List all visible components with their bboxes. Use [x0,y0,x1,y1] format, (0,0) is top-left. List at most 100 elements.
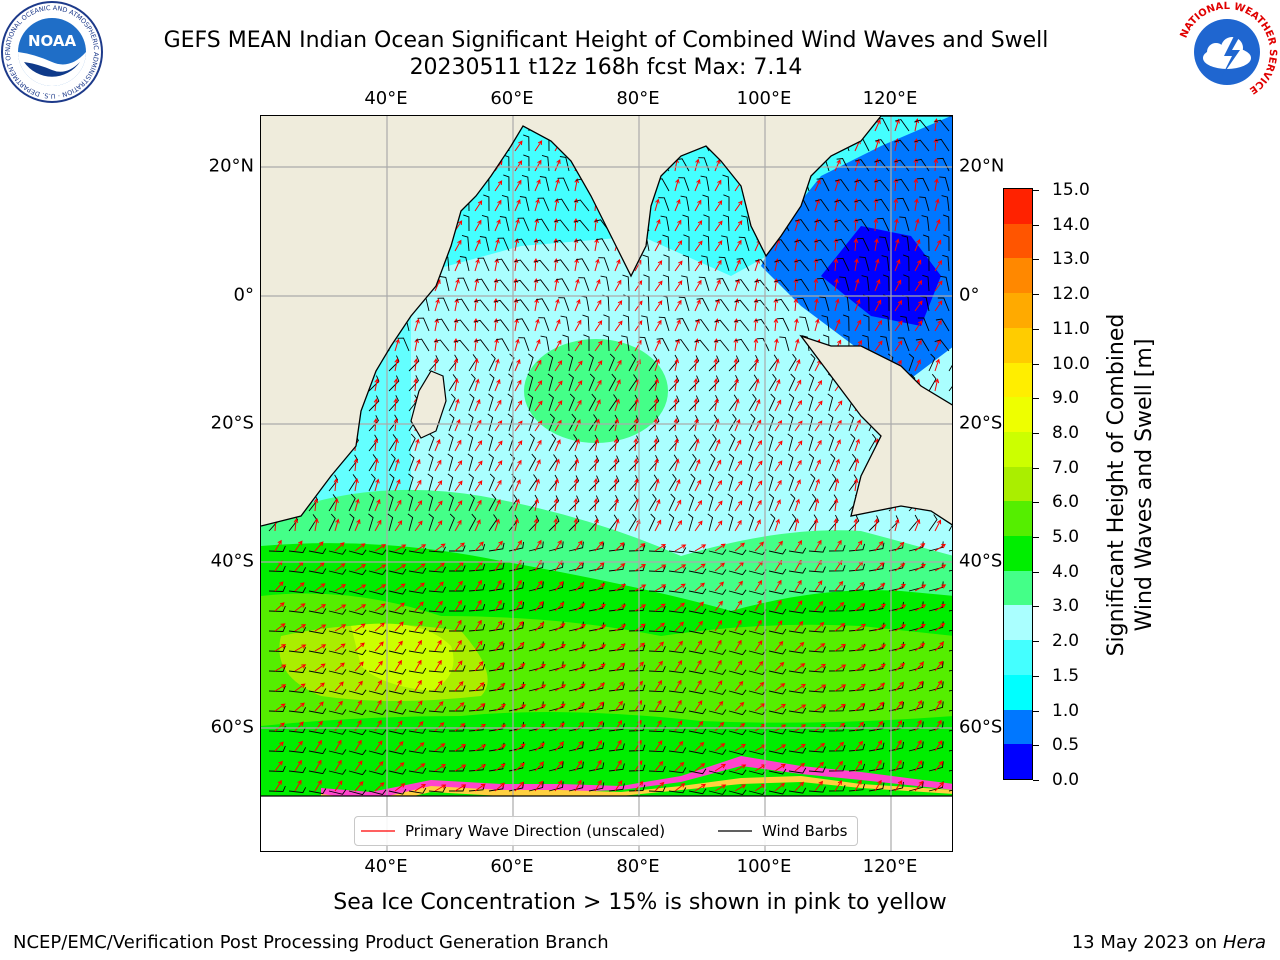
wave-direction-arrow [314,518,319,532]
wind-barb [788,667,807,674]
wave-direction-arrow [373,398,379,412]
wave-direction-arrow [534,539,542,552]
wave-direction-arrow [674,260,683,272]
wind-barb [475,278,490,292]
wave-direction-arrow [814,684,827,692]
wave-direction-arrow [894,320,903,332]
wave-direction-arrow [653,398,659,412]
wave-direction-arrow [294,582,305,592]
wave-direction-arrow [574,779,582,792]
wave-direction-arrow [754,419,762,432]
wind-barb [881,255,890,272]
wind-barb [868,542,885,552]
wave-direction-arrow [694,763,706,772]
wind-barb [708,394,719,412]
wave-direction-arrow [534,643,546,652]
wind-barb [527,393,534,412]
wave-direction-arrow [654,680,663,692]
wave-direction-arrow [633,418,639,432]
wind-barb [728,729,747,736]
wind-barb [868,782,885,792]
wave-direction-arrow [314,663,326,672]
wind-barb [568,413,577,432]
wave-direction-arrow [414,601,424,612]
wave-direction-arrow [834,601,845,612]
wave-direction-arrow [474,258,480,272]
wave-direction-arrow [474,764,487,772]
wind-barb [827,413,834,432]
wave-direction-arrow [314,739,322,752]
wave-direction-arrow [813,518,819,532]
wave-direction-arrow [394,699,402,712]
wind-barb [428,766,447,773]
wave-direction-arrow [614,681,625,692]
wave-direction-arrow [494,640,504,652]
wave-direction-arrow [374,564,387,572]
wind-barb [948,374,952,392]
wind-barb [449,645,466,652]
wind-barb [794,239,810,252]
wave-direction-arrow [654,660,663,672]
wave-direction-arrow [834,298,840,312]
wave-direction-arrow [514,518,520,532]
wave-direction-arrow [934,641,945,652]
wave-direction-arrow [934,584,947,592]
wind-barb [268,665,286,672]
wind-barb [879,236,890,252]
wave-direction-arrow [594,438,600,452]
wind-barb [488,373,495,392]
wave-direction-arrow [874,518,879,532]
wave-direction-arrow [914,518,921,532]
wind-barb [942,214,950,232]
wave-direction-arrow [874,759,882,772]
wind-barb [874,179,890,192]
wind-barb [834,199,850,212]
wave-direction-arrow [613,478,619,492]
wave-direction-arrow [854,419,861,432]
wave-direction-arrow [654,564,667,572]
colorbar-tick-mark [1033,224,1039,226]
wave-direction-arrow [914,300,923,312]
colorbar-tick-label: 7.0 [1052,457,1080,478]
wind-barb [727,473,734,492]
wind-barb [807,393,814,412]
wave-direction-arrow [393,378,399,392]
wind-barb [894,119,910,132]
lat-label-right-40S: 40°S [959,550,1003,572]
wind-barb [548,433,557,452]
wave-direction-arrow [514,642,525,652]
wind-barb [598,257,610,272]
wind-barb [528,661,544,672]
wind-barb [428,355,439,372]
wind-barb [488,582,505,592]
wind-barb [328,669,347,675]
wind-barb [908,781,924,792]
wave-direction-arrow [594,258,600,272]
wave-direction-arrow [713,378,719,392]
wind-barb [328,569,347,575]
wind-barb [687,513,694,532]
wave-direction-arrow [934,603,946,612]
wave-direction-arrow [694,318,700,332]
wind-barb [788,787,807,794]
wave-direction-arrow [694,720,704,732]
chart-title: GEFS MEAN Indian Ocean Significant Heigh… [163,28,1049,53]
wind-barb [928,561,944,572]
wind-barb [828,725,846,732]
wave-direction-arrow [494,662,505,672]
wave-direction-arrow [454,519,462,532]
colorbar-tick-mark [1033,641,1039,643]
wave-direction-arrow [594,299,602,312]
wave-direction-arrow [894,279,902,292]
wave-direction-arrow [754,258,760,272]
wave-direction-arrow [514,459,522,472]
wave-direction-arrow [434,784,447,792]
wave-direction-arrow [294,740,303,752]
wave-direction-arrow [714,459,722,472]
lon-label-bottom-80E: 80°E [616,856,660,877]
wave-direction-arrow [814,498,820,512]
wind-barb [663,254,670,271]
wind-barb [914,139,930,152]
wave-direction-arrow [814,580,823,592]
wind-barb [368,609,387,616]
